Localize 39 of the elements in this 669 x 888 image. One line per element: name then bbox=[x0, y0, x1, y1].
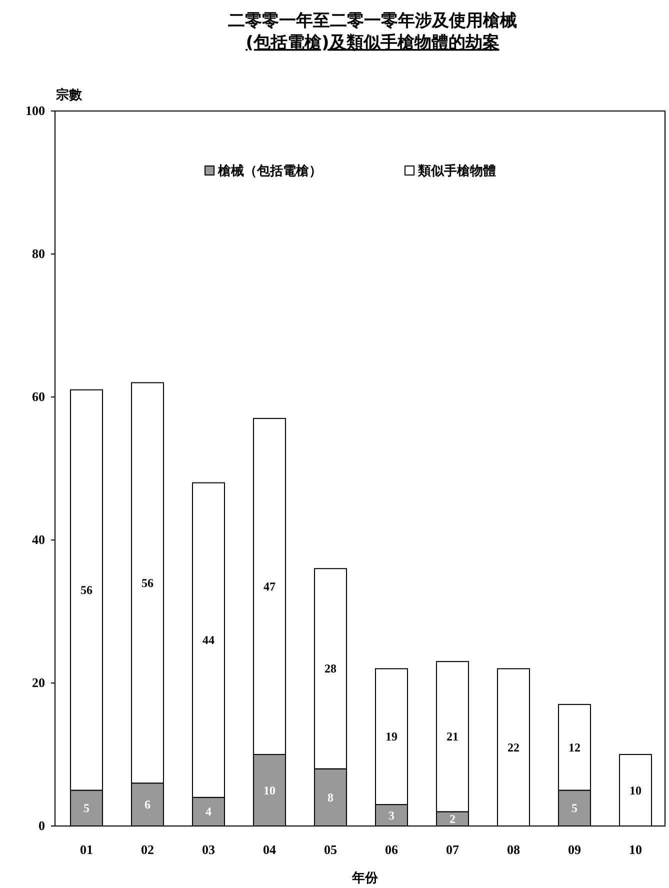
x-tick-label: 08 bbox=[507, 842, 520, 857]
data-label: 22 bbox=[508, 740, 520, 754]
y-tick-label: 20 bbox=[32, 675, 45, 690]
legend-label: 類似手槍物體 bbox=[417, 163, 496, 179]
data-label: 44 bbox=[202, 633, 214, 648]
data-label: 28 bbox=[324, 662, 336, 676]
x-tick-label: 04 bbox=[263, 842, 276, 857]
data-label: 56 bbox=[80, 583, 92, 598]
y-tick-label: 100 bbox=[26, 103, 45, 118]
x-tick-label: 01 bbox=[80, 842, 93, 857]
data-label: 5 bbox=[572, 801, 578, 816]
x-tick-label: 03 bbox=[202, 842, 216, 857]
data-label: 4 bbox=[206, 804, 212, 819]
y-tick-label: 80 bbox=[32, 246, 45, 261]
x-tick-label: 05 bbox=[324, 842, 338, 857]
data-label: 5 bbox=[84, 801, 90, 816]
data-label: 3 bbox=[388, 808, 394, 822]
y-tick-label: 0 bbox=[38, 818, 45, 833]
x-tick-label: 07 bbox=[446, 842, 460, 857]
x-tick-label: 02 bbox=[141, 842, 154, 857]
data-label: 2 bbox=[450, 812, 456, 826]
data-label: 19 bbox=[386, 730, 398, 744]
chart-title: 二零零一年至二零一零年涉及使用槍械 (包括電槍)及類似手槍物體的劫案 bbox=[228, 11, 517, 53]
y-axis-title: 宗數 bbox=[55, 87, 83, 103]
data-label: 8 bbox=[328, 790, 334, 804]
data-label: 10 bbox=[630, 783, 642, 798]
x-tick-label: 06 bbox=[385, 842, 398, 857]
data-label: 21 bbox=[446, 730, 458, 744]
legend-label: 槍械（包括電槍） bbox=[217, 164, 322, 179]
x-tick-label: 10 bbox=[629, 842, 642, 857]
x-tick-label: 09 bbox=[568, 842, 582, 857]
data-label: 10 bbox=[264, 783, 276, 798]
data-label: 12 bbox=[568, 740, 580, 754]
y-tick-label: 60 bbox=[32, 389, 45, 404]
data-label: 47 bbox=[264, 579, 276, 594]
data-label: 56 bbox=[142, 576, 154, 590]
x-axis-title: 年份 bbox=[351, 871, 379, 886]
y-tick-label: 40 bbox=[32, 532, 45, 547]
data-label: 6 bbox=[144, 798, 150, 812]
